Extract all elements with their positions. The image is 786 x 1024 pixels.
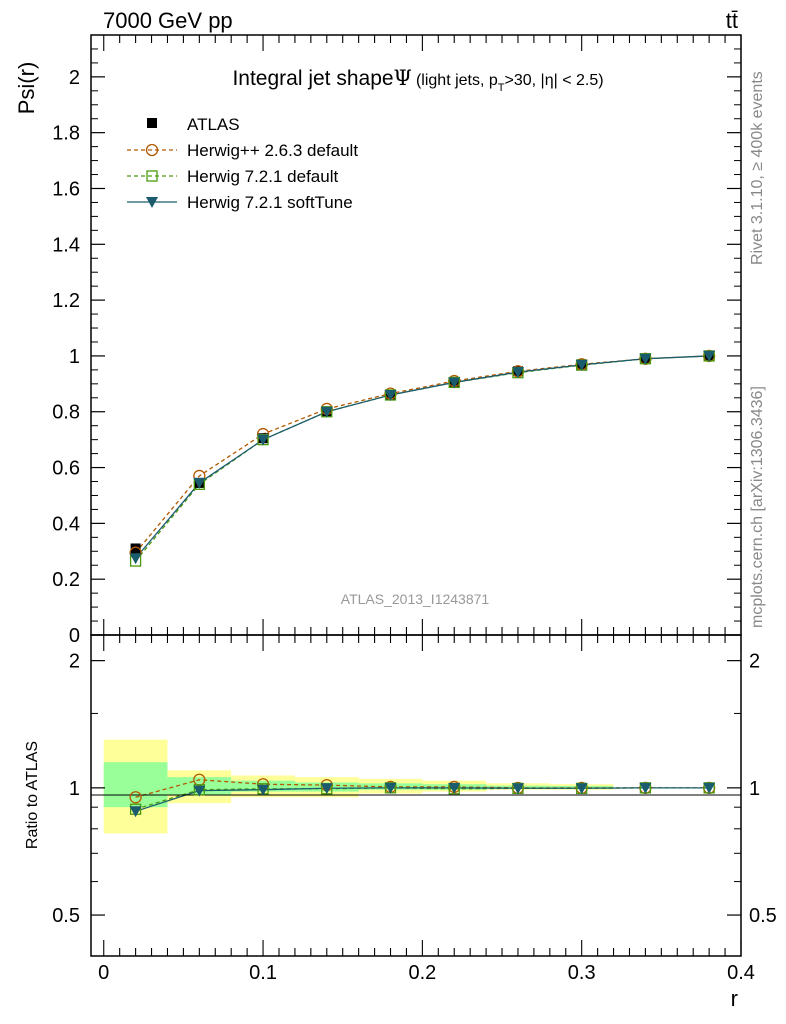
legend-label-herwig7-softtune: Herwig 7.2.1 softTune [187,193,353,212]
main-point-s3-6 [511,367,524,379]
title-subscript-T: T [498,82,505,94]
title-symbol: Ψ [394,66,412,90]
main-point-s3-5 [448,377,461,389]
main-series-markers [129,349,716,567]
ratio-ytick-label-right-2: 2 [749,651,760,673]
main-ytick-label-8: 1.6 [52,178,80,200]
main-ytick-label-9: 1.8 [52,123,80,145]
legend: ATLAS Herwig++ 2.6.3 default Herwig 7.2.… [127,115,358,212]
legend-entry-herwig7-default: Herwig 7.2.1 default [127,167,338,186]
ratio-ytick-label-right-1: 1 [749,778,760,800]
main-point-s3-4 [384,390,397,401]
xtick-label-4: 0.4 [727,962,755,984]
xtick-label-3: 0.3 [568,962,596,984]
main-ytick-label-10: 2 [69,67,80,89]
ratio-ylabel: Ratio to ATLAS [24,741,41,849]
ratio-point-s2-0 [129,806,142,818]
legend-label-atlas: ATLAS [187,115,240,134]
legend-marker-herwigpp [145,143,159,157]
main-point-s3-0 [129,553,142,565]
ratio-point-s2-5 [448,782,461,794]
main-line-series-1 [135,355,710,554]
ratio-point-s2-4 [384,782,397,794]
analysis-annotation: ATLAS_2013_I1243871 [341,591,490,607]
ratio-point-s0-0 [129,791,142,804]
green-band-bin-0 [103,762,168,808]
top-left-label: 7000 GeV pp [103,8,233,33]
legend-entry-herwigpp: Herwig++ 2.6.3 default [127,141,358,160]
main-point-s3-8 [639,353,652,365]
legend-label-herwig7-default: Herwig 7.2.1 default [187,167,338,186]
ratio-series-markers [129,773,716,818]
xtick-label-2: 0.2 [408,962,436,984]
ratio-ytick-label-right-0: 0.5 [749,905,777,927]
main-ytick-label-5: 1 [69,346,80,368]
main-point-s3-9 [703,350,716,362]
main-ytick-label-7: 1.4 [52,234,80,256]
ratio-axis-ticks: 0 0.1 0.2 0.3 0.4 0.5 0.5 1 1 2 2 [52,635,777,984]
main-ylabel: Psi(r) [14,62,39,115]
title-subtitle-pre: (light jets, p [416,72,498,89]
main-axis-ticks: 0 0.2 0.4 0.6 0.8 1 1.2 1.4 1.6 1.8 2 [52,35,742,647]
title-main: Integral jet shape [232,67,393,90]
main-series-lines [135,355,710,562]
ratio-point-s2-9 [703,782,716,794]
side-label-mcplots: mcplots.cern.ch [arXiv:1306.3436] [749,386,766,628]
main-ytick-label-1: 0.2 [52,569,80,591]
legend-label-herwigpp: Herwig++ 2.6.3 default [187,141,358,160]
main-ytick-label-4: 0.8 [52,402,80,424]
top-right-label: tt̄ [726,8,738,33]
xtick-label-0: 0 [98,962,109,984]
ratio-point-s2-1 [193,785,206,797]
ratio-point-s2-3 [320,783,333,795]
main-line-series-2 [135,355,710,562]
legend-entry-herwig7-softtune: Herwig 7.2.1 softTune [127,193,353,212]
ratio-line-series-0 [135,779,710,798]
ratio-ytick-label-left-1: 1 [69,778,80,800]
legend-marker-herwig7-softtune [146,197,158,208]
main-ytick-label-3: 0.6 [52,458,80,480]
main-point-s3-7 [575,359,588,371]
main-point-s3-1 [193,477,206,489]
chart-title: Integral jet shapeΨ (light jets, pT>30, |… [232,66,603,94]
svg-text:Integral jet shapeΨ(light jets: Integral jet shapeΨ (light jets, pT>30, |… [232,66,603,94]
main-point-s3-2 [257,434,270,446]
ratio-point-s2-7 [575,783,588,795]
ratio-line-series-2 [135,787,710,812]
main-point-s3-3 [320,406,333,418]
xtick-label-1: 0.1 [249,962,277,984]
main-ytick-label-2: 0.4 [52,513,80,535]
ratio-ytick-label-left-2: 2 [69,651,80,673]
main-point-s0-0 [130,543,141,554]
legend-entry-atlas: ATLAS [147,115,240,134]
ratio-point-s2-6 [511,783,524,795]
main-ytick-label-0: 0 [69,625,80,647]
ratio-point-s2-8 [639,782,652,794]
ratio-ytick-label-left-0: 0.5 [52,905,80,927]
ratio-point-s2-2 [257,784,270,796]
main-ytick-label-6: 1.2 [52,290,80,312]
title-subtitle-post: >30, |η| < 2.5) [505,72,604,89]
ratio-series-lines [135,779,710,812]
legend-marker-atlas [147,118,157,128]
main-line-series-3 [135,355,710,559]
x-axis-label: r [731,986,738,1011]
side-label-rivet: Rivet 3.1.10, ≥ 400k events [749,71,766,265]
legend-marker-herwig7-default [146,170,158,182]
